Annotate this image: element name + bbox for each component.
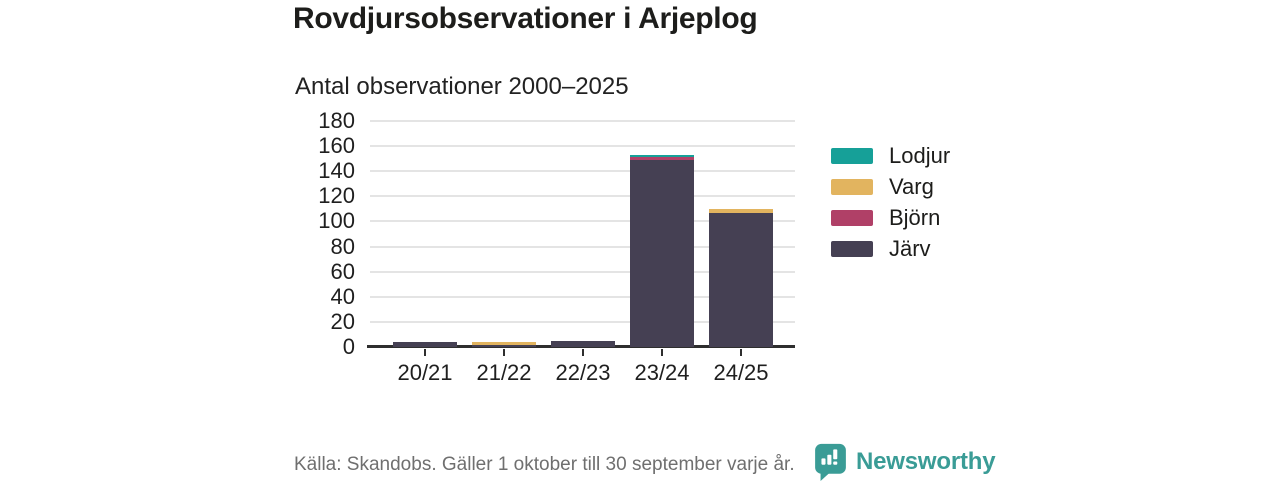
- bar-segment: [472, 344, 536, 347]
- newsworthy-logo-icon: [814, 443, 847, 481]
- bar-segment: [709, 212, 773, 347]
- y-tick-label: 0: [342, 334, 355, 359]
- y-tick-label: 100: [318, 208, 355, 234]
- x-tick-label: 20/21: [397, 360, 453, 385]
- plot-area: 0 20 40 60 80 100 120 140 160 180 20/21 21/22 22/23 2…: [318, 109, 795, 385]
- y-tick-label: 160: [318, 133, 355, 159]
- legend-item: Varg: [831, 171, 950, 202]
- y-tick-label: 180: [318, 108, 355, 133]
- x-tick-label: 21/22: [476, 360, 532, 385]
- gridline: [370, 145, 795, 148]
- y-tick-label: 20: [330, 308, 355, 334]
- y-tick-label: 140: [318, 158, 355, 184]
- legend-label: Järv: [889, 235, 931, 261]
- bar-segment: [630, 159, 694, 347]
- legend-label: Björn: [889, 204, 941, 230]
- legend-swatch: [831, 240, 873, 257]
- legend-label: Lodjur: [889, 142, 951, 168]
- legend-item: Järv: [831, 233, 950, 264]
- legend-swatch: [831, 147, 873, 164]
- y-tick-label: 120: [318, 183, 355, 209]
- gridline: [370, 220, 795, 223]
- brand-lockup: Newsworthy: [814, 443, 996, 481]
- bar-segment: [630, 154, 694, 158]
- legend: Lodjur Varg Björn Järv: [831, 140, 950, 264]
- source-note: Källa: Skandobs. Gäller 1 oktober till 3…: [294, 454, 795, 475]
- page-title: Rovdjursobservationer i Arjeplog: [293, 2, 758, 35]
- chart-subtitle: Antal observationer 2000–2025: [295, 73, 629, 100]
- y-tick-label: 40: [330, 283, 355, 309]
- gridline: [370, 245, 795, 248]
- legend-item: Lodjur: [831, 140, 950, 171]
- gridline: [370, 320, 795, 323]
- legend-swatch: [831, 178, 873, 195]
- x-tick: [740, 349, 742, 356]
- legend-swatch: [831, 209, 873, 226]
- x-tick: [424, 349, 426, 356]
- x-tick: [503, 349, 505, 356]
- gridline: [370, 270, 795, 273]
- bar-segment: [630, 157, 694, 160]
- brand-name: Newsworthy: [856, 448, 996, 475]
- legend-item: Björn: [831, 202, 950, 233]
- gridline: [370, 120, 795, 122]
- x-tick-label: 24/25: [713, 360, 769, 385]
- x-tick: [661, 349, 663, 356]
- x-tick-label: 22/23: [555, 360, 611, 385]
- x-tick: [582, 349, 584, 356]
- gridline: [370, 170, 795, 173]
- bar-segment: [551, 340, 615, 347]
- bar-segment: [709, 208, 773, 213]
- bar-segment: [472, 342, 536, 345]
- y-tick-label: 80: [330, 233, 355, 259]
- gridline: [370, 195, 795, 198]
- gridline: [370, 295, 795, 298]
- legend-label: Varg: [889, 173, 934, 199]
- x-tick-label: 23/24: [634, 360, 690, 385]
- bar-segment: [393, 341, 457, 347]
- y-tick-label: 60: [330, 258, 355, 284]
